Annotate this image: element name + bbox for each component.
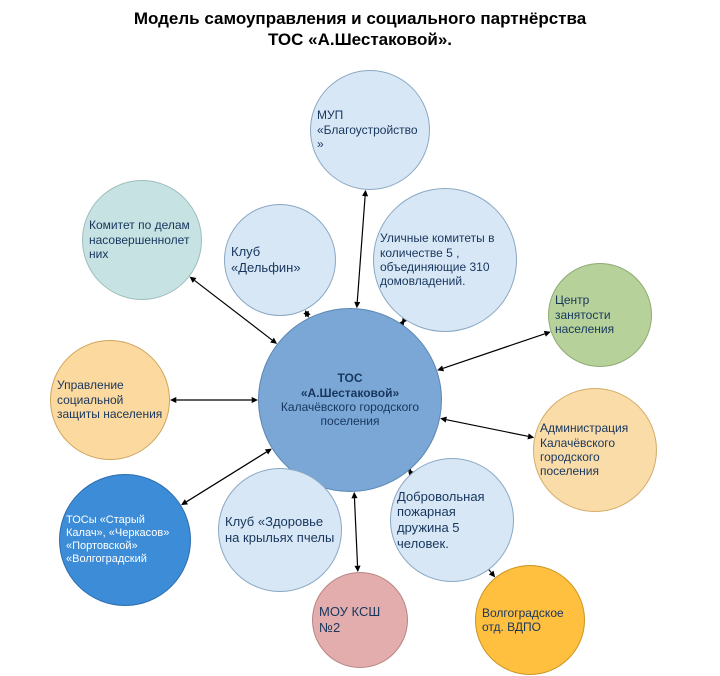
node-label-street: Уличные комитеты в количестве 5 , объеди…: [374, 225, 516, 295]
node-label-fire: Добровольная пожарная дружина 5 человек.: [391, 483, 513, 557]
node-admin: Администрация Калачёвского городского по…: [533, 388, 657, 512]
node-employ: Центр занятости населения: [548, 263, 652, 367]
node-tosy: ТОСы «Старый Калач», «Черкасов» «Портовс…: [59, 474, 191, 606]
node-label-mup: МУП «Благоустройство»: [311, 102, 429, 157]
node-label-bees: Клуб «Здоровье на крыльях пчелы: [219, 508, 341, 551]
node-mup: МУП «Благоустройство»: [310, 70, 430, 190]
node-label-vdpo: Волгоградское отд. ВДПО: [476, 600, 584, 641]
node-label-employ: Центр занятости населения: [549, 287, 651, 342]
node-label-tosy: ТОСы «Старый Калач», «Черкасов» «Портовс…: [60, 508, 190, 573]
node-fire: Добровольная пожарная дружина 5 человек.: [390, 458, 514, 582]
node-label-dolphin: Клуб «Дельфин»: [225, 238, 335, 281]
node-street: Уличные комитеты в количестве 5 , объеди…: [373, 188, 517, 332]
node-dolphin: Клуб «Дельфин»: [224, 204, 336, 316]
node-label-mou: МОУ КСШ №2: [313, 598, 407, 641]
nodes-layer: ТОС«А.Шестаковой»Калачёвского городского…: [0, 0, 720, 676]
node-label-social: Управление социальной защиты населения: [51, 372, 169, 427]
node-label-minors: Комитет по делам насовершеннолетних: [83, 212, 201, 267]
node-label-admin: Администрация Калачёвского городского по…: [534, 415, 656, 485]
node-mou: МОУ КСШ №2: [312, 572, 408, 668]
node-center: ТОС«А.Шестаковой»Калачёвского городского…: [258, 308, 442, 492]
node-social: Управление социальной защиты населения: [50, 340, 170, 460]
node-vdpo: Волгоградское отд. ВДПО: [475, 565, 585, 675]
node-label-center: ТОС«А.Шестаковой»Калачёвского городского…: [259, 365, 441, 435]
node-minors: Комитет по делам насовершеннолетних: [82, 180, 202, 300]
node-bees: Клуб «Здоровье на крыльях пчелы: [218, 468, 342, 592]
